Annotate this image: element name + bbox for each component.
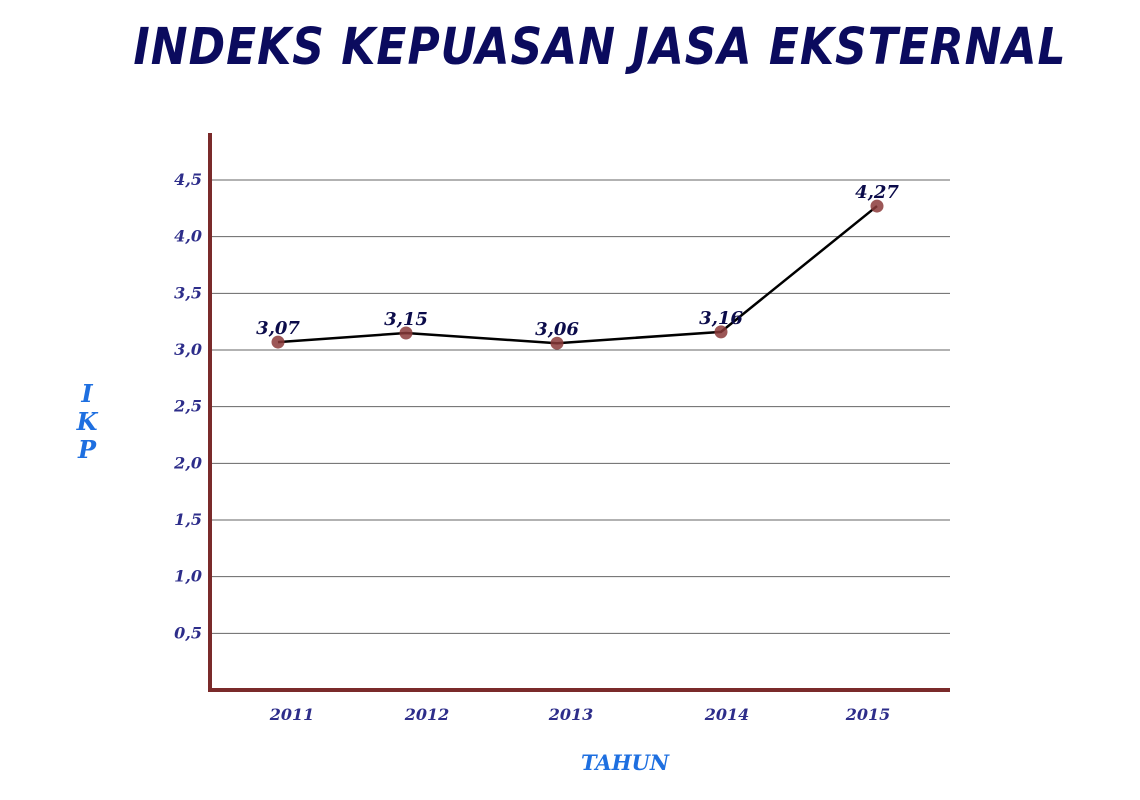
y-tick-label: 1,5 (174, 510, 202, 529)
data-series (271, 199, 884, 350)
x-tick-label: 2014 (704, 705, 750, 724)
y-tick-label: 0,5 (174, 623, 202, 642)
x-tick-label: 2015 (845, 705, 891, 724)
y-tick-label: 4,5 (174, 170, 202, 189)
data-label: 3,15 (384, 309, 428, 330)
data-point (399, 326, 413, 340)
gridlines (210, 179, 950, 634)
y-axis-ticks: 0,5 1,0 1,5 2,0 2,5 3,0 3,5 4,0 4,5 (173, 170, 202, 642)
x-tick-label: 2013 (548, 705, 594, 724)
y-tick-label: 3,0 (174, 340, 202, 359)
data-point (870, 199, 884, 213)
y-tick-label: 4,0 (174, 227, 202, 246)
x-axis-ticks: 2011 2012 2013 2014 2015 (269, 705, 891, 724)
axes (208, 133, 950, 692)
data-labels: 3,07 3,15 3,06 3,16 4,27 (256, 182, 899, 340)
chart-title: INDEKS KEPUASAN JASA EKSTERNAL (133, 18, 1067, 77)
y-tick-label: 2,5 (173, 397, 202, 416)
y-tick-label: 1,0 (174, 567, 202, 586)
data-label: 3,06 (535, 319, 579, 340)
y-tick-label: 2,0 (173, 453, 202, 472)
y-axis-title: IKP (76, 379, 98, 464)
x-axis-title: TAHUN (580, 750, 670, 775)
x-tick-label: 2011 (269, 705, 315, 724)
data-label: 4,27 (855, 182, 899, 203)
data-point (271, 335, 285, 349)
y-tick-label: 3,5 (174, 283, 202, 302)
data-label: 3,07 (256, 318, 300, 339)
x-tick-label: 2012 (404, 705, 450, 724)
data-point (714, 325, 728, 339)
data-label: 3,16 (699, 308, 743, 329)
data-point (550, 336, 564, 350)
